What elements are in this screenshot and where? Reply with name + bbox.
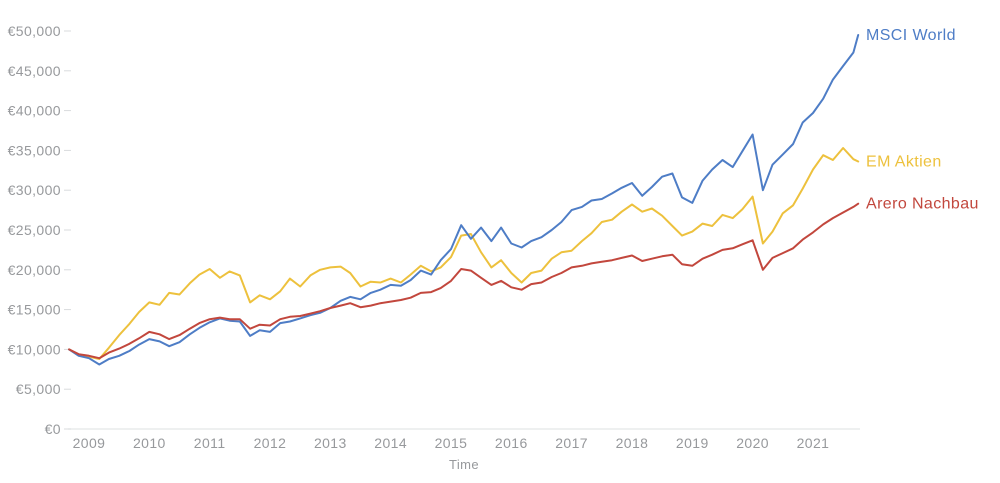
series-line-arero-nachbau	[68, 202, 860, 360]
y-tick-label: €50,000	[8, 23, 61, 39]
x-tick-label: 2020	[736, 435, 769, 451]
x-axis-title: Time	[448, 457, 479, 472]
x-tick-label: 2016	[495, 435, 528, 451]
y-tick-label: €30,000	[8, 182, 61, 198]
x-tick-label: 2012	[254, 435, 287, 451]
x-tick-label: 2009	[73, 435, 106, 451]
x-tick-label: 2011	[194, 435, 226, 451]
legend-label-arero-nachbau: Arero Nachbau	[866, 196, 979, 213]
x-tick-label: 2018	[616, 435, 649, 451]
y-tick-label: €45,000	[8, 63, 61, 79]
series-line-em-aktien	[68, 147, 860, 360]
y-tick-label: €20,000	[8, 262, 61, 278]
x-tick-label: 2010	[133, 435, 166, 451]
y-tick-label: €25,000	[8, 222, 61, 238]
series-line-msci-world	[68, 34, 860, 366]
x-tick-label: 2014	[374, 435, 407, 451]
y-tick-label: €10,000	[8, 341, 61, 357]
x-tick-label: 2021	[797, 435, 830, 451]
legend-label-msci-world: MSCI World	[866, 27, 956, 44]
y-tick-label: €40,000	[8, 103, 61, 119]
y-tick-label: €35,000	[8, 142, 61, 158]
x-tick-label: 2017	[555, 435, 588, 451]
x-tick-label: 2013	[314, 435, 347, 451]
legend-label-em-aktien: EM Aktien	[866, 154, 942, 171]
x-tick-label: 2015	[435, 435, 468, 451]
y-tick-label: €5,000	[16, 381, 61, 397]
x-tick-label: 2019	[676, 435, 709, 451]
y-tick-label: €0	[45, 421, 61, 437]
y-tick-label: €15,000	[8, 302, 61, 318]
